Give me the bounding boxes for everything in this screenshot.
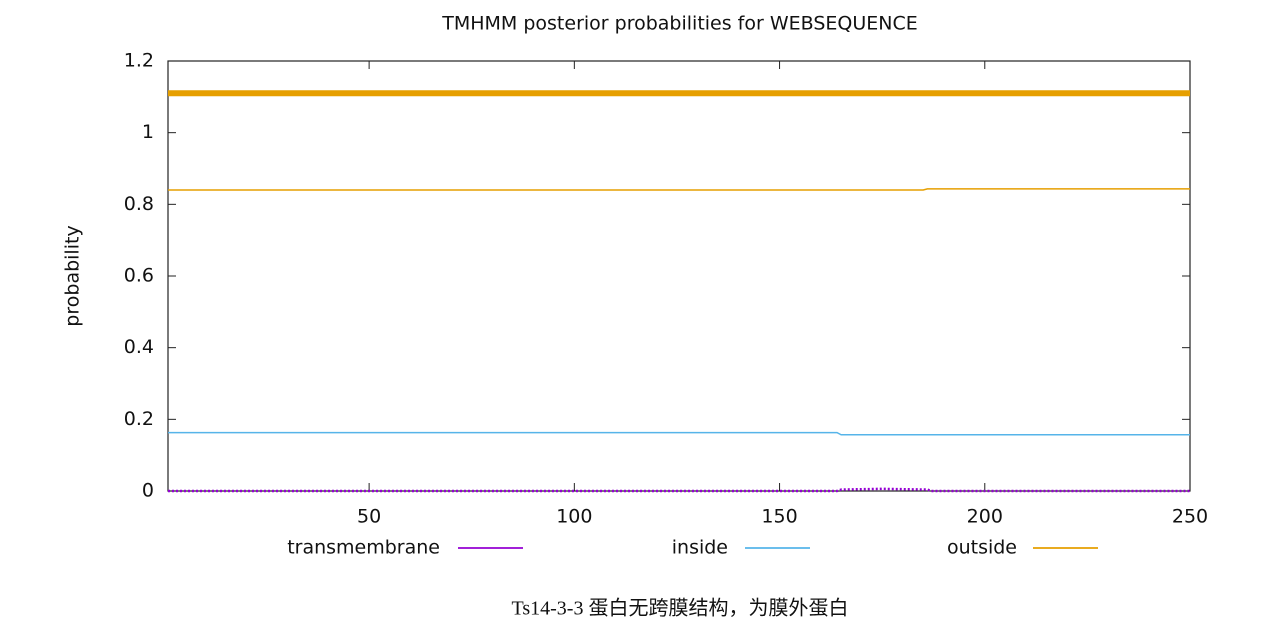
x-tick-label: 250 [1172, 506, 1208, 528]
y-tick-label: 0.8 [124, 193, 154, 215]
y-tick-label: 0.6 [124, 265, 154, 287]
series-line [168, 487, 1190, 493]
y-tick-label: 1 [142, 121, 154, 143]
series-line [168, 431, 1190, 436]
plot-frame [167, 60, 1191, 492]
series-line [168, 188, 1190, 191]
y-tick-label: 0.4 [124, 336, 154, 358]
y-tick-label: 0 [142, 480, 154, 502]
legend-label: outside [947, 537, 1017, 559]
y-tick-label: 1.2 [124, 50, 154, 72]
legend-label: transmembrane [287, 537, 440, 559]
x-tick-label: 100 [556, 506, 592, 528]
x-tick-label: 200 [967, 506, 1003, 528]
caption: Ts14-3-3 蛋白无跨膜结构，为膜外蛋白 [512, 597, 849, 620]
y-axis-label: probability [62, 225, 84, 326]
x-tick-label: 50 [357, 506, 381, 528]
x-tick-label: 150 [761, 506, 797, 528]
legend-label: inside [672, 537, 728, 559]
chart-title: TMHMM posterior probabilities for WEBSEQ… [441, 13, 918, 35]
y-tick-label: 0.2 [124, 408, 154, 430]
